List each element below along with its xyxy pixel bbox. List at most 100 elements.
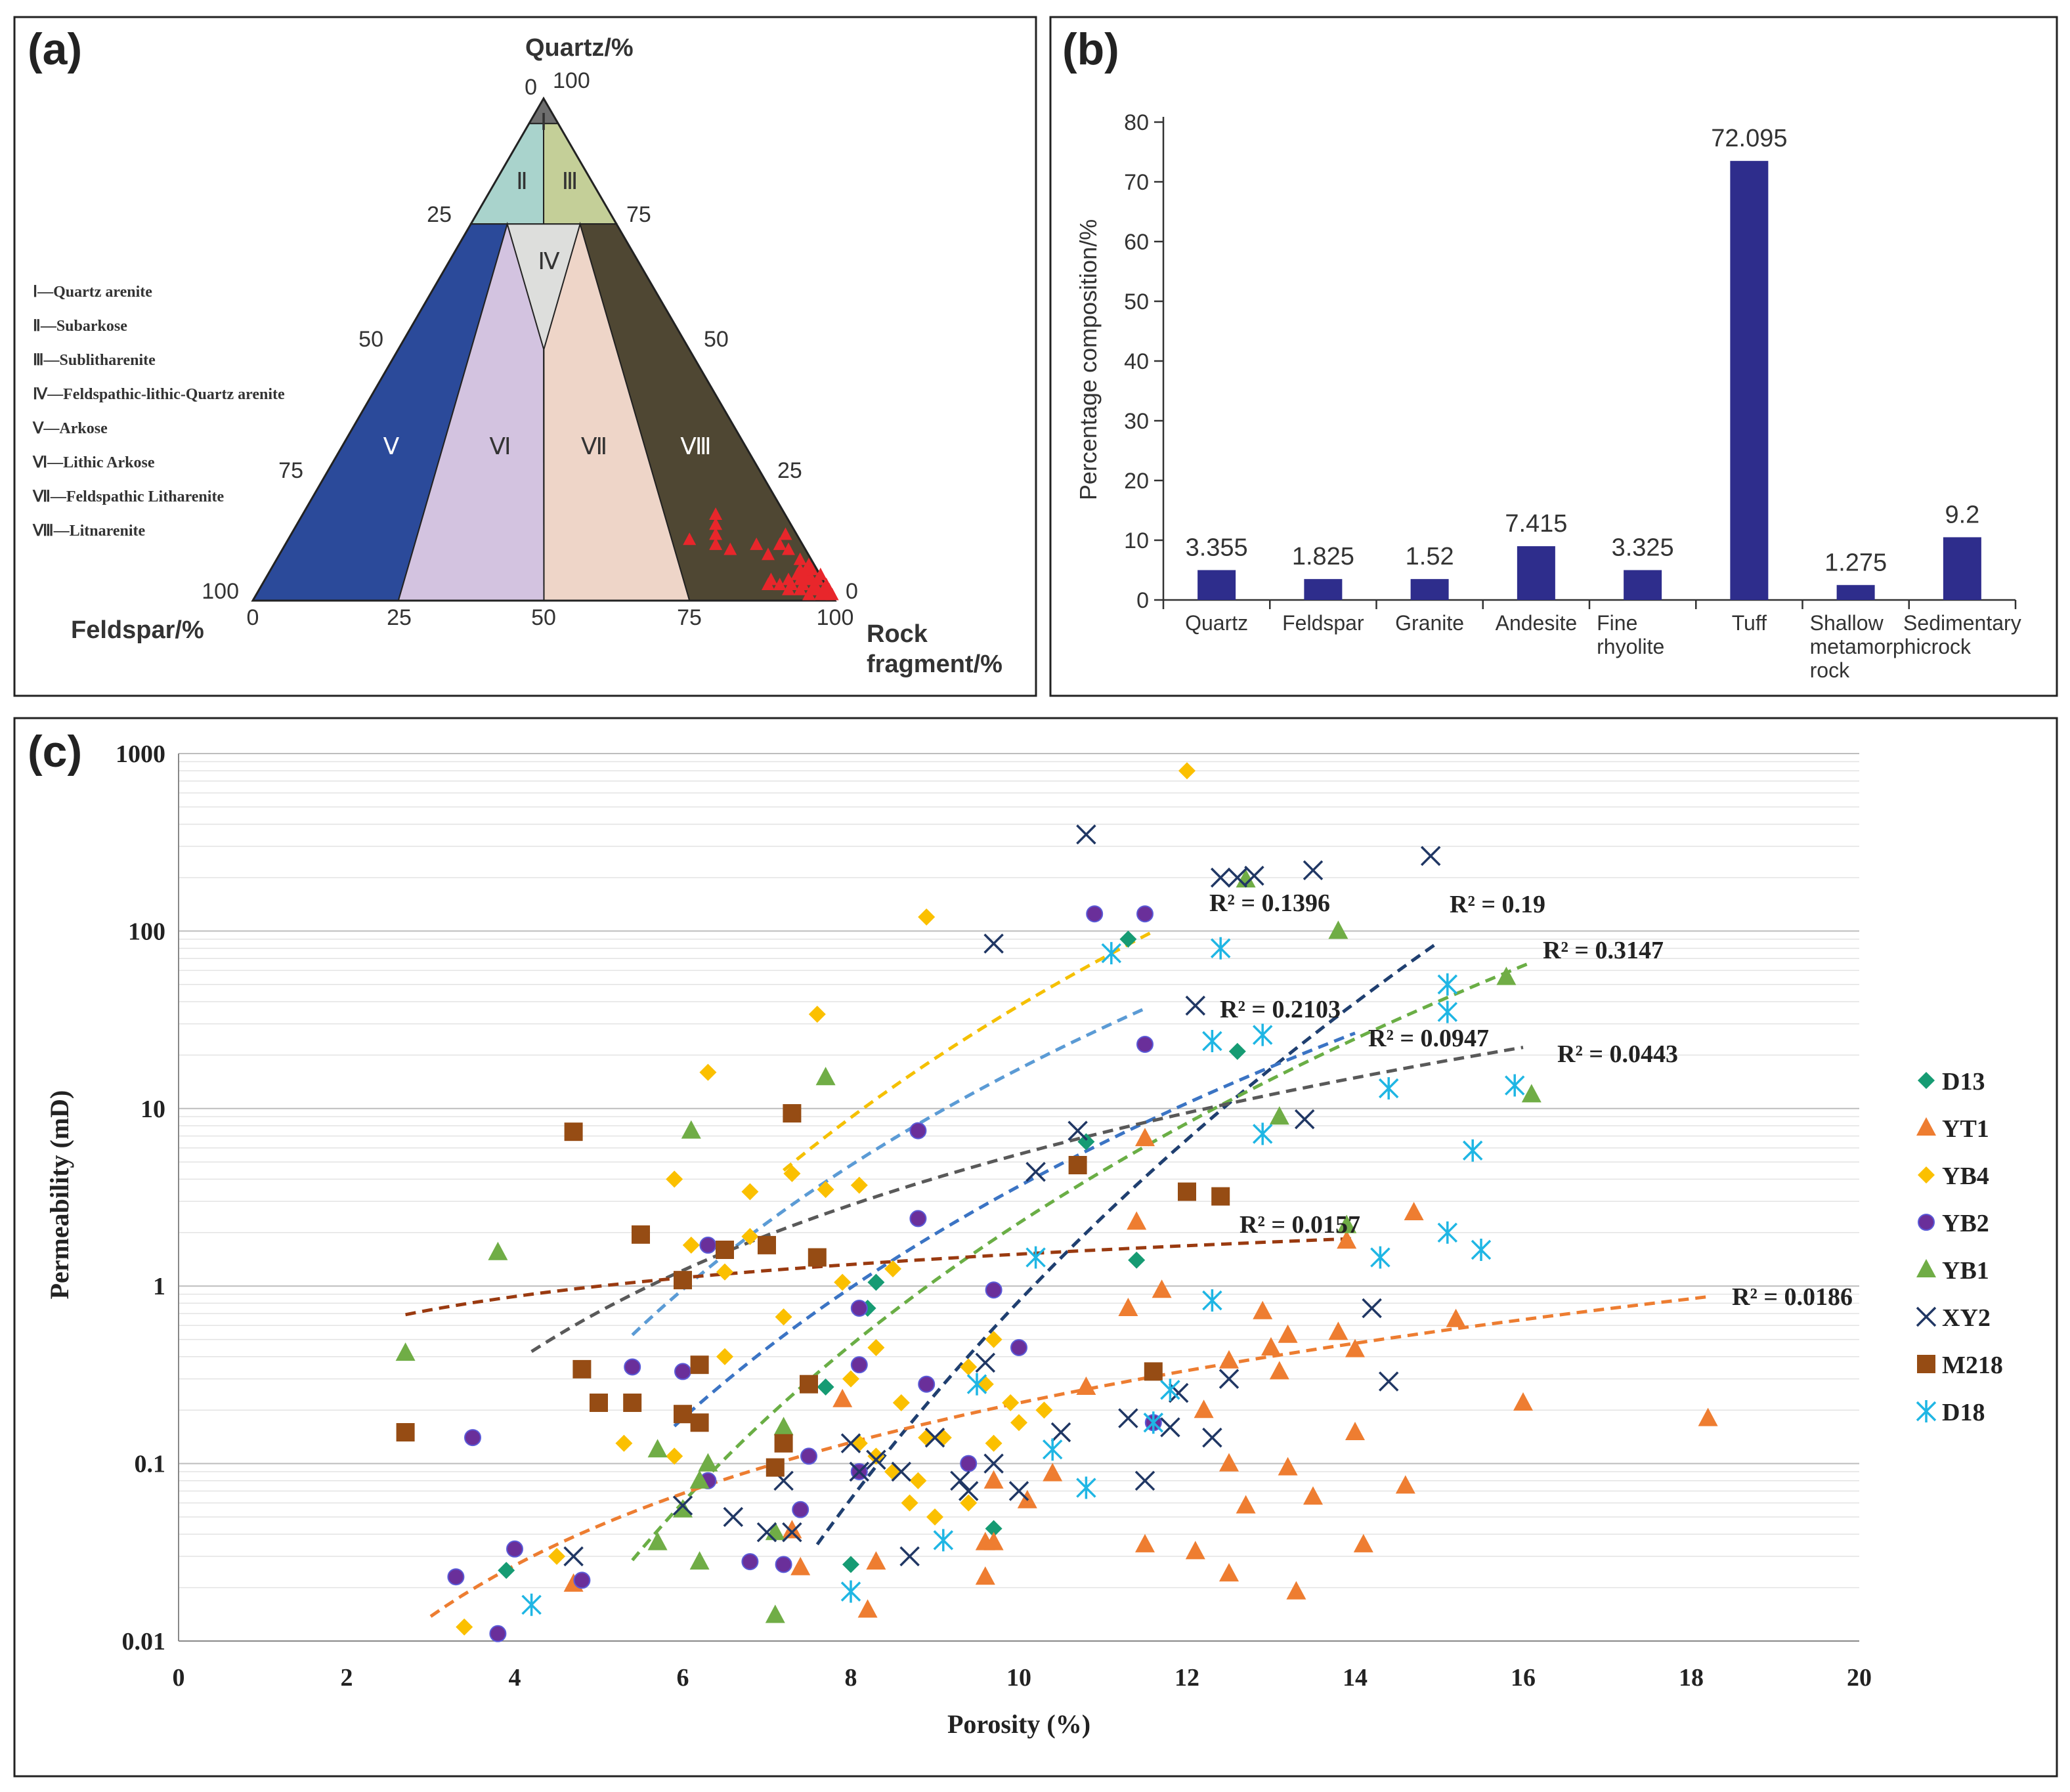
point-XY2	[756, 1522, 777, 1543]
scatter-y-tick-label: 0.01	[122, 1628, 166, 1655]
point-YB4	[892, 1394, 910, 1411]
legend-label-YB4: YB4	[1942, 1163, 1989, 1190]
scatter-x-tick-label: 12	[1175, 1664, 1199, 1692]
bar-category-labels: Quartz Feldspar Granite Andesite Finerhyolit…	[1185, 611, 2021, 682]
point-M218	[396, 1422, 415, 1441]
point-YB2	[489, 1625, 507, 1642]
bar-data-label: 1.825	[1292, 543, 1354, 570]
bar-y-tick-label: 20	[1124, 469, 1149, 494]
point-D18	[1437, 1000, 1458, 1023]
scatter-y-axis-label: Permeability (mD)	[45, 1090, 74, 1300]
sample-point	[723, 542, 737, 555]
point-YT1	[975, 1566, 995, 1585]
point-D18	[1076, 1476, 1096, 1499]
sample-point	[805, 572, 819, 586]
point-M218	[1144, 1362, 1163, 1381]
point-YB4	[716, 1263, 733, 1281]
r2-label-D18: R² = 0.0443	[1557, 1040, 1678, 1068]
point-XY2	[849, 1461, 870, 1482]
point-YT1	[1253, 1300, 1273, 1319]
sample-point	[773, 537, 787, 550]
point-YB2	[573, 1571, 591, 1589]
bar-3	[1517, 546, 1555, 600]
point-D13	[1077, 1133, 1095, 1151]
point-YT1	[1269, 1361, 1289, 1380]
left-edge-tick-label: 50	[358, 327, 383, 352]
point-YB4	[1035, 1401, 1053, 1419]
point-YB1	[815, 1067, 836, 1086]
point-YB4	[666, 1447, 683, 1465]
point-YB4	[850, 1176, 868, 1194]
point-YT1	[1337, 1230, 1357, 1249]
legend-label-D18: D18	[1942, 1399, 1985, 1426]
point-D13	[842, 1556, 859, 1573]
ternary-legend-item: Ⅱ—Subarkose	[33, 318, 127, 335]
point-XY2	[1210, 867, 1231, 888]
ternary-zone-labels: Ⅰ Ⅱ Ⅲ Ⅳ Ⅴ Ⅵ Ⅶ Ⅷ	[383, 109, 712, 459]
point-YB4	[834, 1273, 852, 1291]
point-M218	[765, 1458, 785, 1477]
point-XY2	[1227, 867, 1248, 888]
point-M218	[1178, 1182, 1196, 1201]
point-M218	[716, 1241, 734, 1260]
trendline-D18	[530, 1046, 1524, 1354]
point-YB4	[1178, 762, 1196, 780]
point-XY2	[866, 1449, 886, 1470]
bar-category-label: Tuff	[1732, 611, 1767, 635]
point-XY2	[1244, 865, 1264, 886]
point-YT1	[983, 1470, 1004, 1489]
scatter-x-tick-label: 20	[1847, 1664, 1872, 1692]
right-edge-tick-label: 25	[777, 458, 802, 483]
left-edge-tick-label: 25	[427, 202, 452, 227]
point-YB4	[716, 1348, 733, 1365]
bottom-tick-label: 0	[247, 605, 259, 630]
trendline-YB2	[631, 1007, 1146, 1336]
point-YB2	[918, 1375, 936, 1393]
point-D18	[933, 1529, 954, 1552]
bar-y-tick-label: 30	[1124, 409, 1149, 434]
point-YB4	[808, 1006, 826, 1023]
point-YB1	[1337, 1214, 1357, 1233]
point-XY2	[1294, 1109, 1315, 1130]
sample-point	[793, 572, 807, 586]
point-YB2	[800, 1447, 817, 1465]
point-D18	[840, 1580, 861, 1603]
point-M218	[1211, 1187, 1230, 1206]
bar-y-tick-label: 50	[1124, 289, 1149, 314]
point-YB4	[985, 1434, 1003, 1452]
zone-label-4: Ⅳ	[538, 248, 559, 274]
legend-marker-YT1	[1916, 1117, 1936, 1136]
ternary-legend-item: Ⅶ—Feldspathic Litharenite	[32, 488, 224, 505]
point-YT1	[1261, 1337, 1281, 1355]
point-YT1	[1219, 1453, 1239, 1472]
scatter-x-tick-label: 0	[173, 1664, 185, 1692]
point-XY2	[563, 1546, 584, 1567]
sample-point	[709, 507, 723, 520]
zone-label-1: Ⅰ	[540, 109, 548, 135]
legend-label-YT1: YT1	[1942, 1115, 1989, 1143]
scatter-x-tick-label: 8	[845, 1664, 857, 1692]
sample-point	[811, 582, 825, 595]
point-YB1	[488, 1241, 508, 1260]
left-edge-tick-label: 75	[278, 458, 303, 483]
point-YT1	[866, 1551, 886, 1570]
point-YB2	[1086, 905, 1104, 923]
scatter-x-tick-label: 2	[341, 1664, 353, 1692]
point-YT1	[1513, 1392, 1533, 1411]
point-YB4	[960, 1494, 978, 1512]
point-D18	[1025, 1246, 1046, 1269]
scatter-y-tick-label: 1000	[116, 740, 165, 768]
zone-label-2: Ⅱ	[516, 168, 528, 194]
point-YB1	[1328, 920, 1348, 939]
point-YB4	[918, 908, 936, 926]
sample-point	[782, 572, 795, 586]
ternary-zones	[251, 97, 836, 601]
point-YT1	[1152, 1279, 1172, 1298]
point-YB4	[909, 1472, 927, 1489]
bar-category-label: Fine	[1597, 611, 1637, 635]
bar-y-tick-label: 0	[1136, 588, 1149, 613]
point-M218	[690, 1413, 709, 1432]
point-D18	[1462, 1139, 1483, 1162]
point-XY2	[1420, 845, 1441, 866]
bar-bars	[1197, 161, 1981, 600]
